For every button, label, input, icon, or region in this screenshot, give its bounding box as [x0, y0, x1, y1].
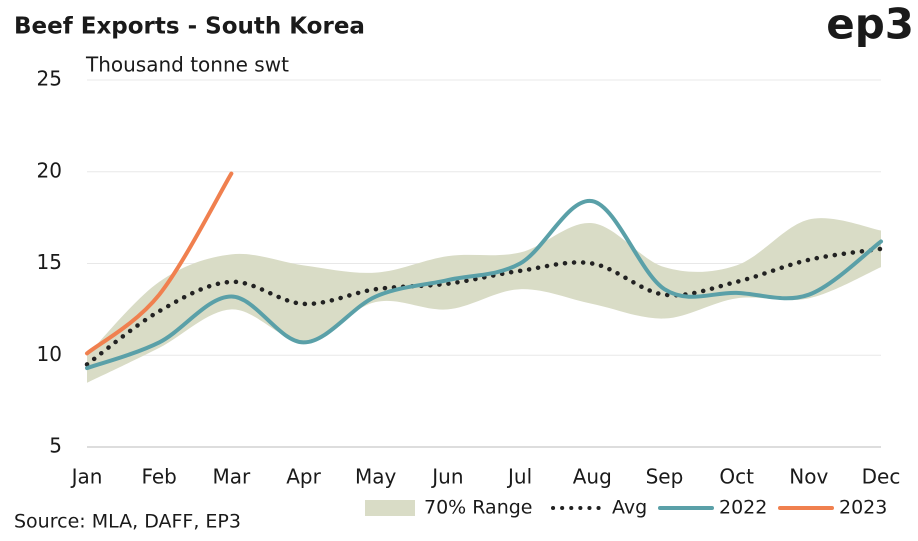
x-tick-label: Dec — [862, 465, 901, 489]
legend-swatch — [365, 500, 415, 516]
y-tick-label: 25 — [37, 67, 62, 91]
y-tick-label: 10 — [37, 342, 62, 366]
legend-label: 70% Range — [424, 497, 533, 519]
range-band — [87, 218, 881, 383]
legend-label: 2022 — [719, 497, 767, 519]
x-tick-label: Aug — [573, 465, 612, 489]
x-tick-label: Nov — [789, 465, 828, 489]
logo: ep3 — [826, 0, 914, 49]
x-tick-label: Jul — [506, 465, 532, 489]
y-tick-label: 15 — [37, 250, 62, 274]
x-tick-label: Feb — [141, 465, 176, 489]
series-line — [85, 199, 883, 371]
x-tick-label: Apr — [286, 465, 321, 489]
legend-label: 2023 — [839, 497, 887, 519]
legend-label: Avg — [612, 497, 647, 519]
x-tick-label: Sep — [646, 465, 684, 489]
series-line — [84, 246, 884, 367]
y-axis-label: Thousand tonne swt — [85, 53, 289, 77]
x-tick-label: Mar — [212, 465, 251, 489]
y-tick-label: 20 — [37, 158, 62, 182]
chart-title: Beef Exports - South Korea — [14, 14, 365, 40]
y-tick-label: 5 — [49, 434, 62, 458]
x-tick-label: May — [355, 465, 397, 489]
source: Source: MLA, DAFF, EP3 — [14, 511, 241, 533]
x-tick-label: Oct — [719, 465, 754, 489]
x-tick-label: Jan — [70, 465, 103, 489]
x-tick-label: Jun — [430, 465, 463, 489]
series-line — [85, 171, 234, 356]
